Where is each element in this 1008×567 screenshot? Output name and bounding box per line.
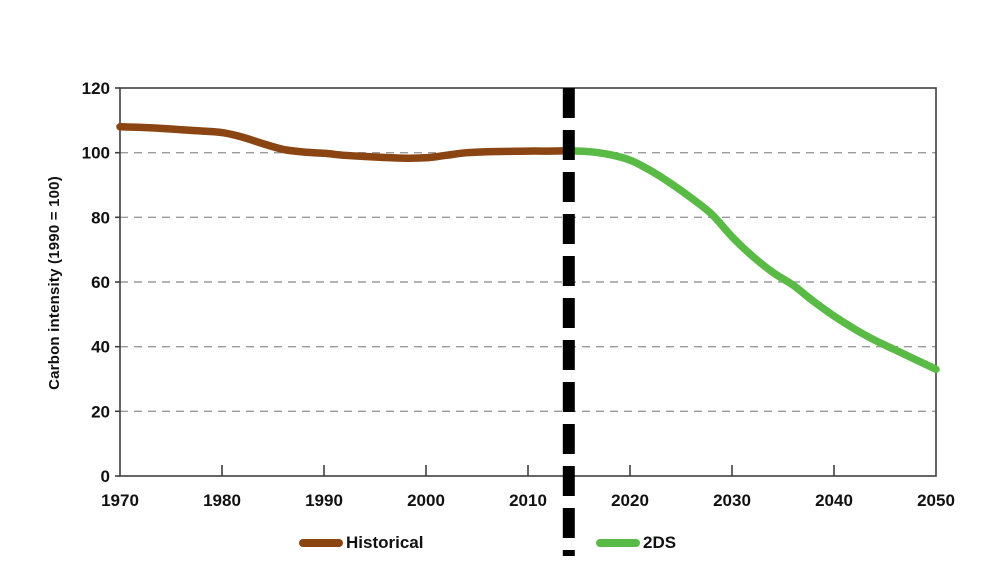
y-tick-label-120: 120 <box>82 79 110 98</box>
legend-item-2ds: 2DS <box>596 531 676 555</box>
y-tick-label-20: 20 <box>91 402 110 421</box>
y-tick-label-80: 80 <box>91 208 110 227</box>
x-tick-label-2000: 2000 <box>407 491 445 510</box>
x-tick-label-2020: 2020 <box>611 491 649 510</box>
y-tick-label-40: 40 <box>91 338 110 357</box>
series-line-2ds <box>565 146 940 374</box>
x-tick-label-1990: 1990 <box>305 491 343 510</box>
legend-swatch-historical <box>299 539 343 547</box>
x-tick-label-1970: 1970 <box>101 491 139 510</box>
x-tick-label-2010: 2010 <box>509 491 547 510</box>
legend-label-2ds: 2DS <box>643 533 677 552</box>
legend-swatch-2ds <box>596 539 640 547</box>
x-tick-label-2030: 2030 <box>713 491 751 510</box>
series-line-historical <box>116 123 573 162</box>
x-tick-label-2050: 2050 <box>917 491 955 510</box>
y-axis-title: Carbon intensity (1990 = 100) <box>46 176 63 390</box>
y-tick-label-0: 0 <box>101 467 110 486</box>
legend-label-historical: Historical <box>346 533 424 552</box>
x-tick-label-1980: 1980 <box>203 491 241 510</box>
legend-item-historical: Historical <box>299 531 423 555</box>
chart-legend: Historical 2DS <box>0 531 1008 557</box>
y-tick-label-60: 60 <box>91 273 110 292</box>
y-tick-label-100: 100 <box>82 144 110 163</box>
x-tick-label-2040: 2040 <box>815 491 853 510</box>
